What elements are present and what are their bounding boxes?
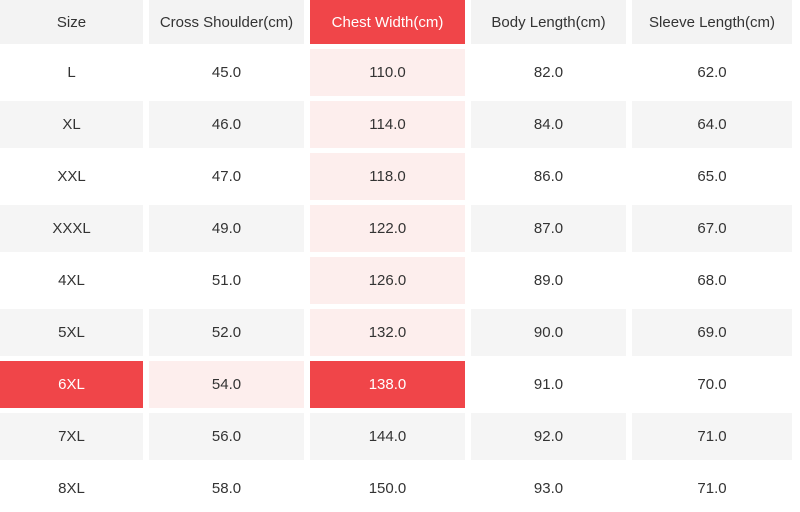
value-cell[interactable]: 84.0 bbox=[471, 101, 626, 148]
value-cell[interactable]: 67.0 bbox=[632, 205, 792, 252]
value-cell[interactable]: 71.0 bbox=[632, 465, 792, 512]
size-cell-6xl-selected[interactable]: 6XL bbox=[0, 361, 143, 408]
value-cell[interactable]: 45.0 bbox=[149, 49, 304, 96]
value-cell-highlighted-column[interactable]: 114.0 bbox=[310, 101, 465, 148]
value-cell-highlighted-column[interactable]: 118.0 bbox=[310, 153, 465, 200]
size-cell-4xl[interactable]: 4XL bbox=[0, 257, 143, 304]
size-cell-8xl[interactable]: 8XL bbox=[0, 465, 143, 512]
value-cell[interactable]: 47.0 bbox=[149, 153, 304, 200]
size-cell-xxl[interactable]: XXL bbox=[0, 153, 143, 200]
value-cell[interactable]: 87.0 bbox=[471, 205, 626, 252]
value-cell[interactable]: 56.0 bbox=[149, 413, 304, 460]
value-cell[interactable]: 51.0 bbox=[149, 257, 304, 304]
value-cell[interactable]: 89.0 bbox=[471, 257, 626, 304]
header-cell-cross-shoulder: Cross Shoulder(cm) bbox=[149, 0, 304, 44]
value-cell[interactable]: 82.0 bbox=[471, 49, 626, 96]
value-cell[interactable]: 58.0 bbox=[149, 465, 304, 512]
value-cell[interactable]: 62.0 bbox=[632, 49, 792, 96]
header-cell-sleeve-length: Sleeve Length(cm) bbox=[632, 0, 792, 44]
value-cell[interactable]: 144.0 bbox=[310, 413, 465, 460]
value-cell[interactable]: 49.0 bbox=[149, 205, 304, 252]
value-cell[interactable]: 69.0 bbox=[632, 309, 792, 356]
value-cell[interactable]: 71.0 bbox=[632, 413, 792, 460]
size-cell-xxxl[interactable]: XXXL bbox=[0, 205, 143, 252]
value-cell-highlighted-column[interactable]: 122.0 bbox=[310, 205, 465, 252]
value-cell[interactable]: 65.0 bbox=[632, 153, 792, 200]
value-cell-highlighted-column[interactable]: 110.0 bbox=[310, 49, 465, 96]
value-cell[interactable]: 52.0 bbox=[149, 309, 304, 356]
size-cell-l[interactable]: L bbox=[0, 49, 143, 96]
value-cell[interactable]: 92.0 bbox=[471, 413, 626, 460]
value-cell[interactable]: 46.0 bbox=[149, 101, 304, 148]
value-cell[interactable]: 70.0 bbox=[632, 361, 792, 408]
value-cell[interactable]: 68.0 bbox=[632, 257, 792, 304]
value-cell[interactable]: 64.0 bbox=[632, 101, 792, 148]
size-cell-7xl[interactable]: 7XL bbox=[0, 413, 143, 460]
value-cell[interactable]: 91.0 bbox=[471, 361, 626, 408]
header-cell-chest-width-selected: Chest Width(cm) bbox=[310, 0, 465, 44]
value-cell-highlighted-column[interactable]: 126.0 bbox=[310, 257, 465, 304]
value-cell[interactable]: 90.0 bbox=[471, 309, 626, 356]
header-cell-size: Size bbox=[0, 0, 143, 44]
value-cell[interactable]: 93.0 bbox=[471, 465, 626, 512]
value-cell[interactable]: 150.0 bbox=[310, 465, 465, 512]
value-cell[interactable]: 86.0 bbox=[471, 153, 626, 200]
size-cell-xl[interactable]: XL bbox=[0, 101, 143, 148]
header-cell-body-length: Body Length(cm) bbox=[471, 0, 626, 44]
value-cell-highlighted-column[interactable]: 132.0 bbox=[310, 309, 465, 356]
value-cell-highlighted-row[interactable]: 54.0 bbox=[149, 361, 304, 408]
size-cell-5xl[interactable]: 5XL bbox=[0, 309, 143, 356]
value-cell-selected[interactable]: 138.0 bbox=[310, 361, 465, 408]
